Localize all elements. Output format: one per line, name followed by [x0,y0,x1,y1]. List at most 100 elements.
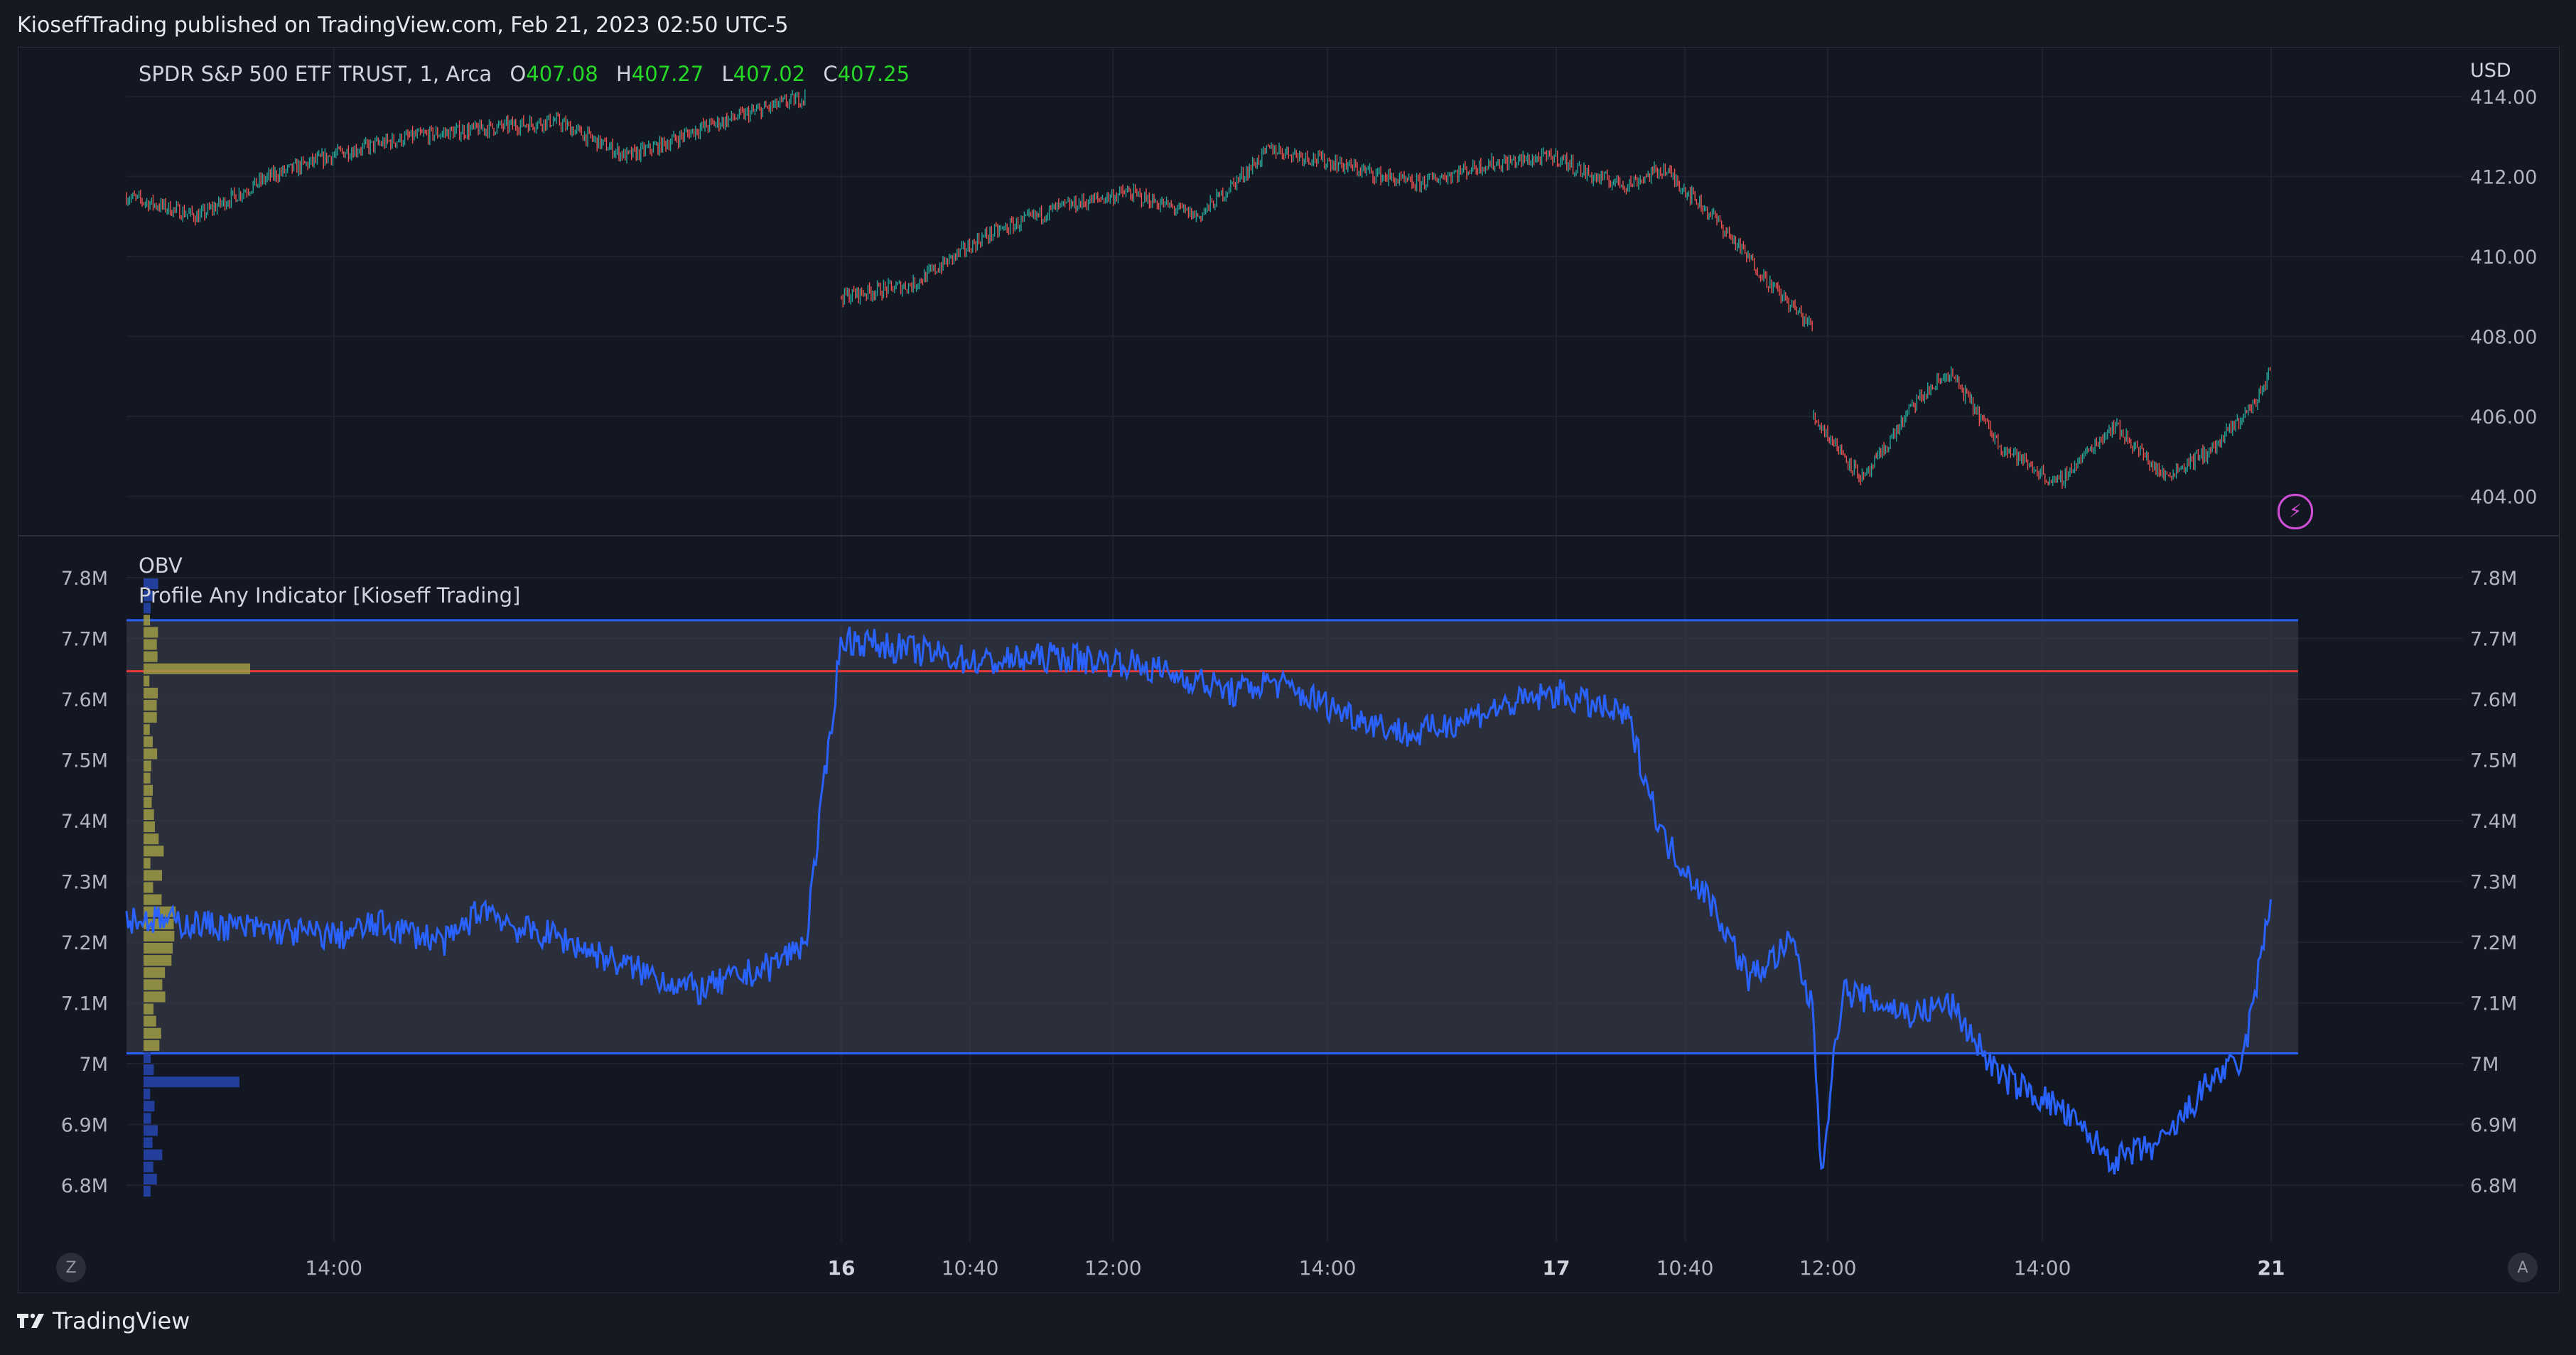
indicator-subtitle[interactable]: Profile Any Indicator [Kioseff Trading] [139,583,521,608]
ohlc-open-value: 407.08 [526,62,598,86]
profile-bar [144,894,162,905]
brand-name: TradingView [53,1307,190,1334]
profile-bar [144,1149,163,1160]
profile-bar [144,1027,161,1039]
price-axis-tick: 406.00 [2470,406,2537,428]
price-axis-tick: 412.00 [2470,167,2537,189]
lightning-icon[interactable]: ⚡ [2278,494,2313,529]
pane-separator[interactable] [18,535,2559,536]
profile-bar [144,1040,160,1051]
profile-bar [144,700,157,711]
profile-bar [144,943,173,954]
obv-axis-tick-left: 7.7M [61,629,108,651]
profile-bar [144,760,151,772]
profile-bar [144,578,158,590]
price-axis-tick: 404.00 [2470,487,2537,509]
profile-bar [144,784,153,796]
profile-bar [144,1015,156,1027]
profile-bar [144,603,151,614]
profile-bar [144,675,150,686]
time-axis-tick: 17 [1543,1256,1570,1280]
currency-label[interactable]: USD [2470,60,2511,82]
obv-axis-tick-right: 7.4M [2470,811,2517,833]
profile-bar [144,712,157,723]
obv-axis-tick-left: 6.8M [61,1175,108,1197]
obv-axis-tick-right: 7.5M [2470,750,2517,772]
profile-bar [144,930,175,941]
profile-bar [144,797,152,808]
profile-bar [144,882,153,893]
price-axis-tick: 408.00 [2470,327,2537,349]
profile-bar [144,1186,151,1197]
obv-axis-tick-right: 7.3M [2470,872,2517,894]
obv-axis-tick-left: 7.3M [61,872,108,894]
indicator-title[interactable]: OBV [139,554,183,578]
time-axis-tick: 12:00 [1084,1256,1142,1280]
obv-axis-tick-right: 7.2M [2470,932,2517,954]
ohlc-close-value: 407.25 [837,62,910,86]
tradingview-logo[interactable]: TradingView [17,1307,190,1334]
value-area-box [126,620,2298,1054]
profile-bar [144,627,158,638]
profile-bar [144,991,166,1003]
profile-bar [144,1076,239,1088]
time-axis-tick: 16 [828,1256,856,1280]
obv-axis-tick-left: 7.6M [61,689,108,711]
obv-axis-tick-left: 7.1M [61,993,108,1015]
ohlc-low-label: L [721,62,733,86]
obv-axis-tick-right: 7.7M [2470,629,2517,651]
obv-axis-tick-right: 6.8M [2470,1175,2517,1197]
indicator-legend: OBV Profile Any Indicator [Kioseff Tradi… [139,551,520,610]
profile-bar [144,979,163,990]
chart-canvas[interactable]: 414.00 412.00 410.00 408.00 406.00 404.00 7.8M… [18,48,2559,1292]
profile-bar [144,1137,153,1148]
obv-line[interactable] [125,626,2272,1175]
profile-bar [144,736,153,747]
obv-axis-tick-left: 6.9M [61,1115,108,1137]
profile-bar [144,615,151,626]
obv-axis-tick-left: 7.8M [61,568,108,590]
profile-bar [144,967,166,978]
profile-bar [144,1089,151,1100]
obv-axis-tick-right: 7.8M [2470,568,2517,590]
profile-bar [144,870,163,881]
price-axis-tick: 410.00 [2470,247,2537,269]
price-legend: SPDR S&P 500 ETF TRUST, 1, Arca O407.08 … [139,62,921,86]
scale-auto-left-button[interactable]: Z [56,1253,86,1283]
profile-bar [144,651,158,662]
profile-bar [144,1125,158,1136]
profile-bar [144,821,155,833]
profile-bar [144,639,157,650]
obv-axis-tick-left: 7.4M [61,811,108,833]
obv-axis-tick-right: 7.6M [2470,689,2517,711]
ohlc-close-label: C [823,62,838,86]
profile-bar [144,1064,154,1076]
obv-axis-tick-left: 7M [80,1054,108,1076]
ohlc-open-label: O [510,62,527,86]
time-axis-tick: 14:00 [1299,1256,1357,1280]
profile-bar [144,809,154,820]
profile-bar [144,1101,155,1112]
obv-axis-tick-left: 7.2M [61,932,108,954]
profile-bar [144,846,164,857]
profile-bar [144,1161,153,1172]
published-caption: KioseffTrading published on TradingView.… [17,13,789,38]
profile-bar [144,858,151,869]
price-axis-tick: 414.00 [2470,87,2537,109]
time-axis-tick: 10:40 [1656,1256,1714,1280]
scale-auto-right-button[interactable]: A [2508,1253,2538,1283]
ohlc-high-label: H [615,62,632,86]
profile-bar [144,663,250,674]
profile-bar [144,687,158,698]
profile-bar [144,748,158,760]
ohlc-low-value: 407.02 [733,62,806,86]
obv-axis-tick-left: 7.5M [61,750,108,772]
obv-axis-tick-right: 7.1M [2470,993,2517,1015]
profile-bar [144,1113,151,1124]
obv-axis-tick-right: 7M [2470,1054,2499,1076]
time-axis-tick: 14:00 [2014,1256,2071,1280]
symbol-title[interactable]: SPDR S&P 500 ETF TRUST, 1, Arca [139,62,492,86]
chart-frame[interactable]: 414.00 412.00 410.00 408.00 406.00 404.00 7.8M… [18,47,2560,1293]
profile-bar [144,724,150,735]
profile-bar [144,1003,154,1015]
